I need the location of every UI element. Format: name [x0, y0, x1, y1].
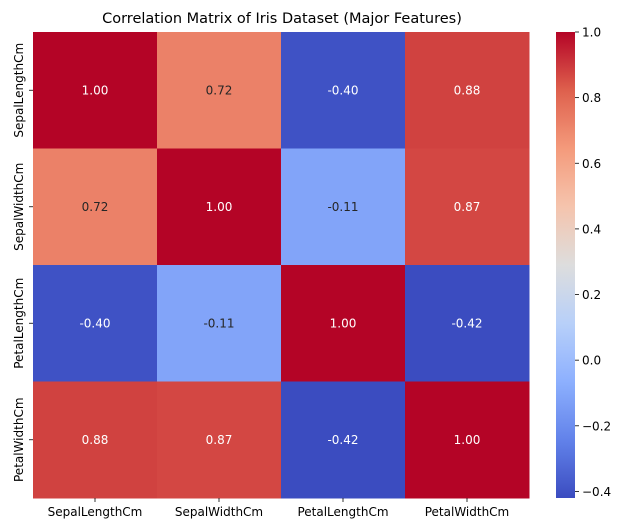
- heatmap-cell: [157, 265, 282, 382]
- colorbar-tick-label: 0.2: [582, 288, 601, 302]
- heatmap-cells: 1.00 0.72 -0.40 0.88 0.72 1.00 -0.11 0.87 -0.40 -…: [33, 32, 530, 499]
- cell-label: -0.11: [327, 200, 358, 214]
- x-tick-label: SepalWidthCm: [175, 505, 263, 519]
- chart-title: Correlation Matrix of Iris Dataset (Majo…: [102, 11, 462, 27]
- cell-label: 1.00: [206, 200, 233, 214]
- y-tick-label: SepalWidthCm: [12, 163, 26, 251]
- heatmap-cell: [157, 148, 282, 266]
- colorbar-tick-label: 0.4: [582, 222, 601, 236]
- colorbar-tick-label: 0.0: [582, 354, 601, 368]
- heatmap-cell: [157, 381, 282, 499]
- cell-label: -0.11: [203, 316, 234, 330]
- x-axis: SepalLengthCm SepalWidthCm PetalLengthCm Pe…: [48, 498, 510, 519]
- heatmap-cell: [405, 381, 530, 499]
- heatmap-cell: [33, 381, 158, 499]
- cell-label: -0.42: [327, 433, 358, 447]
- colorbar-tick-label: 0.8: [582, 91, 601, 105]
- x-tick-label: PetalWidthCm: [425, 505, 510, 519]
- colorbar: 1.0 0.8 0.6 0.4 0.2 0.0 −0.2 −0.4: [556, 26, 611, 499]
- cell-label: 0.88: [82, 433, 109, 447]
- heatmap-cell: [281, 381, 406, 499]
- cell-label: 1.00: [82, 83, 109, 97]
- y-axis: SepalLengthCm SepalWidthCm PetalLengthCm Pe…: [12, 43, 33, 482]
- cell-label: -0.40: [327, 83, 358, 97]
- heatmap-cell: [157, 32, 282, 149]
- cell-label: 1.00: [454, 433, 481, 447]
- colorbar-tick-label: 0.6: [582, 157, 601, 171]
- colorbar-tick-label: 1.0: [582, 26, 601, 40]
- colorbar-gradient: [556, 32, 575, 498]
- heatmap-cell: [33, 32, 158, 149]
- heatmap-cell: [405, 148, 530, 266]
- heatmap-cell: [33, 265, 158, 382]
- x-tick-label: SepalLengthCm: [48, 505, 143, 519]
- cell-label: 0.87: [454, 200, 481, 214]
- cell-label: -0.42: [451, 316, 482, 330]
- cell-label: 0.72: [206, 83, 233, 97]
- heatmap-cell: [405, 32, 530, 149]
- y-tick-label: PetalWidthCm: [12, 397, 26, 482]
- heatmap-cell: [281, 265, 406, 382]
- cell-label: 0.87: [206, 433, 233, 447]
- cell-label: -0.40: [79, 316, 110, 330]
- cell-label: 0.88: [454, 83, 481, 97]
- x-tick-label: PetalLengthCm: [297, 505, 388, 519]
- heatmap-cell: [281, 32, 406, 149]
- y-tick-label: PetalLengthCm: [12, 278, 26, 369]
- colorbar-tick-label: −0.2: [582, 419, 611, 433]
- heatmap-cell: [281, 148, 406, 266]
- y-tick-label: SepalLengthCm: [12, 43, 26, 138]
- cell-label: 0.72: [82, 200, 109, 214]
- heatmap-cell: [33, 148, 158, 266]
- cell-label: 1.00: [330, 316, 357, 330]
- colorbar-tick-label: −0.4: [582, 485, 611, 499]
- heatmap-cell: [405, 265, 530, 382]
